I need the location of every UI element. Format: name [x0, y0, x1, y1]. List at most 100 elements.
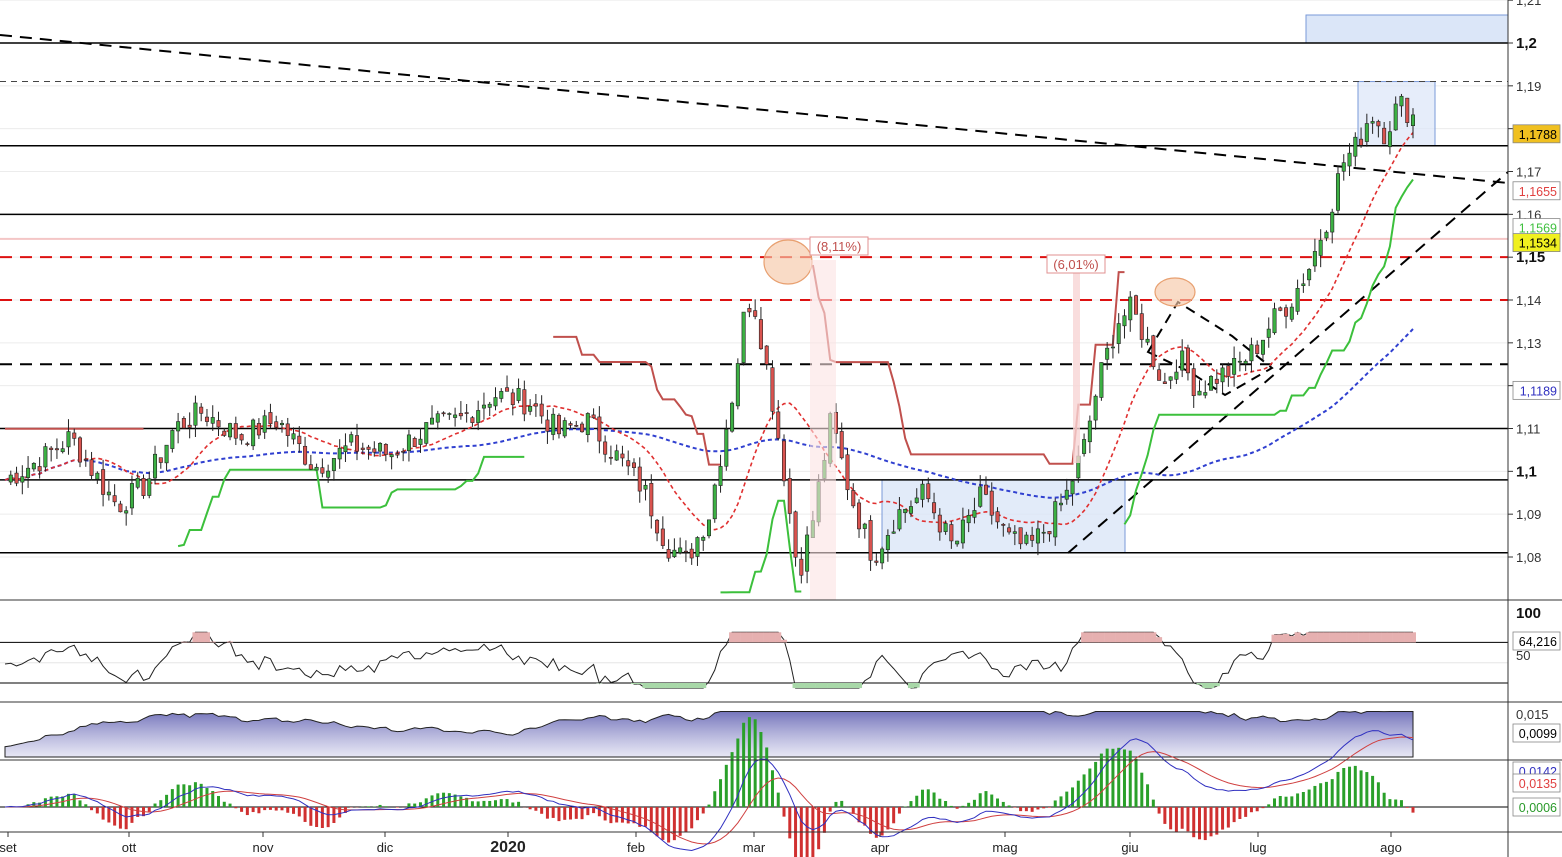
candle — [487, 401, 492, 417]
candle — [170, 429, 175, 453]
candle — [1232, 346, 1237, 387]
candle — [228, 422, 233, 441]
candle-body — [8, 474, 13, 483]
y-tick-label: 1,13 — [1516, 336, 1541, 351]
candle — [908, 500, 913, 518]
candle — [112, 484, 117, 507]
candle-body — [31, 462, 36, 470]
candle-body — [1128, 296, 1133, 321]
x-tick-label: lug — [1249, 840, 1266, 855]
y-tick-label: 1,19 — [1516, 79, 1541, 94]
candle-body — [747, 307, 752, 313]
candle — [401, 448, 406, 462]
candle — [418, 427, 423, 453]
candle-body — [1209, 376, 1214, 391]
candle-body — [1284, 307, 1289, 317]
candle-body — [1105, 347, 1110, 360]
candle — [1099, 362, 1104, 401]
candle-body — [1157, 369, 1162, 381]
candle-body — [926, 483, 931, 500]
candle-body — [960, 519, 965, 544]
candle-body — [106, 491, 111, 496]
candle-body — [914, 497, 919, 503]
candle-body — [1093, 395, 1098, 421]
candle-body — [1278, 307, 1283, 311]
candle-body — [297, 435, 302, 445]
candle-body — [239, 434, 244, 441]
candle-body — [776, 411, 781, 439]
candle-body — [181, 418, 186, 429]
trailing-stop-red — [553, 335, 721, 466]
candle — [1185, 344, 1190, 381]
candle — [1393, 96, 1398, 131]
oscillator-line — [4, 631, 1413, 689]
candle-body — [430, 417, 435, 425]
candle-body — [983, 484, 988, 495]
candle-body — [331, 458, 336, 471]
candle — [26, 456, 31, 488]
candle-body — [1185, 347, 1190, 374]
candle-body — [251, 419, 256, 447]
time-axis-labels: set ott nov dic 2020 feb mar apr mag giu lug ago — [0, 832, 1402, 856]
candle — [972, 497, 977, 524]
uptrend-line — [1067, 171, 1509, 554]
candle-body — [66, 431, 71, 448]
candle — [245, 441, 250, 447]
price-badge: 1,1569 — [1512, 218, 1561, 238]
candle — [556, 413, 561, 439]
candle — [435, 410, 440, 430]
candle — [1341, 154, 1346, 181]
candle-body — [326, 470, 331, 478]
y-tick-label: 1,2 — [1516, 35, 1537, 52]
candle — [631, 458, 636, 477]
candle-body — [49, 447, 54, 450]
candle — [268, 403, 273, 429]
candle-body — [233, 423, 238, 439]
annotation-label: (8,11%) — [817, 239, 862, 254]
candle-body — [978, 486, 983, 507]
candle — [989, 482, 994, 525]
candle — [106, 480, 111, 501]
candle — [129, 475, 134, 515]
candle-body — [1312, 251, 1317, 267]
candle-body — [1012, 531, 1017, 534]
candle — [493, 387, 498, 411]
candle — [297, 426, 302, 453]
candle-body — [603, 441, 608, 455]
candle-body — [683, 550, 688, 553]
candle — [551, 408, 556, 441]
candle-body — [83, 459, 88, 461]
candle-body — [1324, 231, 1329, 239]
candle-body — [966, 515, 971, 524]
candle — [949, 521, 954, 549]
candle — [706, 519, 711, 539]
candle — [1087, 415, 1092, 454]
candle-body — [891, 531, 896, 534]
candle-body — [880, 548, 885, 564]
annotation-box — [809, 236, 869, 256]
candle — [1266, 317, 1271, 348]
candle-body — [660, 528, 665, 546]
candle — [470, 416, 475, 427]
candle — [274, 415, 279, 431]
volatility-badge: 0,0099 — [1512, 723, 1561, 743]
candle — [1376, 119, 1381, 138]
candle-body — [574, 424, 579, 427]
candle — [920, 480, 925, 508]
candle — [1110, 334, 1115, 359]
candle — [701, 535, 706, 551]
candle — [54, 438, 59, 459]
candle — [1405, 97, 1410, 128]
candle-body — [1030, 534, 1035, 541]
candle — [147, 471, 152, 499]
candle — [256, 418, 261, 440]
candle-body — [845, 454, 850, 491]
candle — [1249, 337, 1254, 373]
candle-body — [770, 367, 775, 412]
candle — [1301, 273, 1306, 293]
candle-body — [1018, 527, 1023, 545]
candle — [49, 446, 54, 462]
candle — [389, 454, 394, 470]
candle-body — [1064, 489, 1069, 500]
